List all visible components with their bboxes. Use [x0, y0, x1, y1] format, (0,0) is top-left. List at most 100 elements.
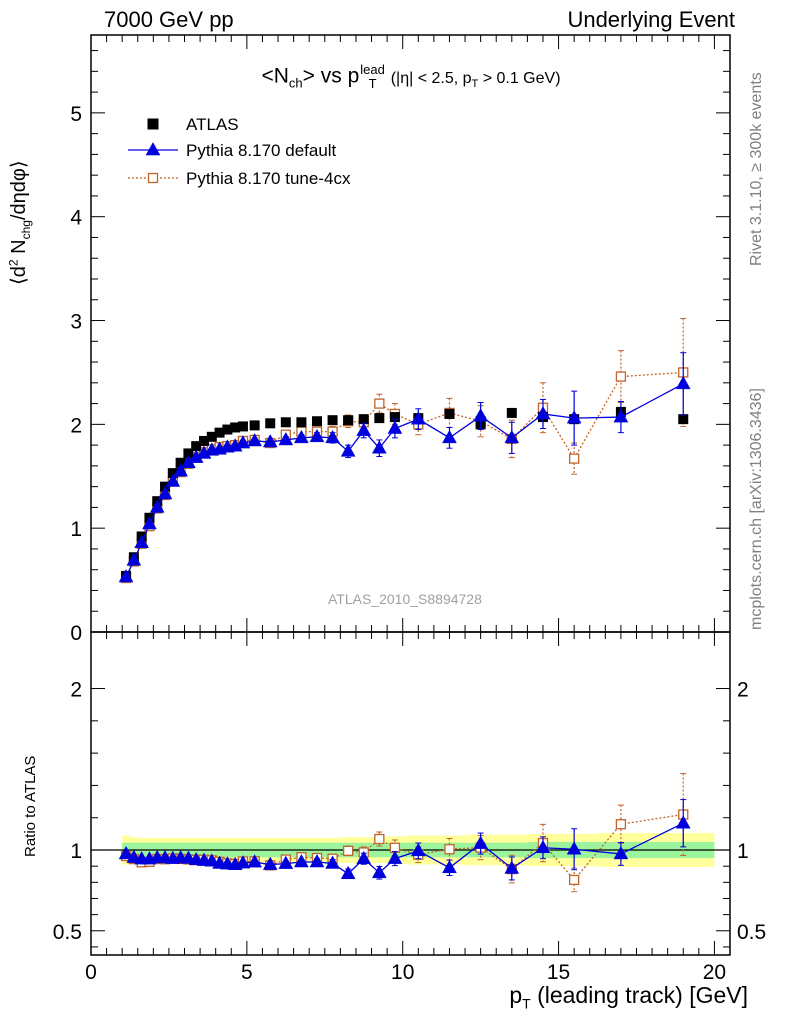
default-point: [356, 850, 372, 865]
atlas-point: [327, 415, 338, 426]
atlas-point: [214, 427, 225, 438]
default-point: [535, 839, 551, 854]
atlas-point: [280, 417, 291, 428]
atlas-point: [183, 448, 194, 459]
default-point: [134, 534, 150, 548]
atlas-point: [389, 412, 400, 423]
legend-marker-tune4cx: [147, 172, 159, 184]
default-point: [325, 855, 340, 869]
main-y-tick-label: 4: [70, 207, 82, 230]
tune4cx-line: [125, 371, 684, 579]
default-point: [309, 428, 325, 443]
default-point: [126, 552, 142, 566]
main-y-tick-label: 2: [70, 414, 82, 437]
default-point: [340, 443, 356, 457]
ratio-y-axis-label: Ratio to ATLAS: [22, 755, 39, 857]
legend-label: Pythia 8.170 default: [186, 141, 337, 160]
main-y-tick-label: 0: [70, 622, 82, 645]
title-sup-lead: lead: [360, 62, 385, 77]
ylabel-sup: 2: [6, 259, 21, 267]
default-point: [442, 429, 457, 444]
default-point: [278, 431, 294, 446]
xlabel-a: p: [509, 982, 523, 1008]
title-cut-sub: T: [471, 77, 479, 90]
default-point: [613, 845, 629, 860]
atlas-point: [358, 414, 369, 425]
default-point: [173, 463, 189, 477]
data-series: [118, 317, 691, 893]
default-point: [473, 408, 489, 422]
legend: ATLAS Pythia 8.170 default Pythia 8.170 tu…: [128, 115, 351, 188]
atlas-point: [311, 416, 322, 427]
default-point: [157, 485, 173, 500]
ratio-y-tick-label-right: 2: [737, 679, 749, 702]
atlas-point: [230, 422, 241, 433]
default-point: [356, 422, 372, 436]
main-y-tick-label: 5: [70, 103, 82, 126]
default-point: [235, 435, 251, 449]
ylabel-sub: chg: [19, 220, 33, 240]
ratio-y-tick-label: 0.5: [53, 921, 82, 944]
title-mid: > vs p: [302, 64, 360, 88]
ylabel-b: N: [8, 239, 30, 260]
atlas-point: [678, 414, 689, 425]
default-point: [165, 473, 181, 487]
default-point: [504, 860, 520, 874]
title-pre: <N: [261, 64, 289, 88]
atlas-point: [265, 418, 276, 429]
tune4cx-point: [568, 874, 580, 886]
atlas-point: [198, 435, 209, 446]
x-tick-label: 5: [241, 961, 253, 984]
atlas-point: [506, 407, 517, 418]
title-sub-ch: ch: [288, 75, 303, 91]
default-point: [309, 854, 325, 868]
default-point: [371, 440, 387, 454]
default-point: [118, 845, 134, 860]
default-point: [566, 410, 582, 424]
atlas-point: [296, 417, 307, 428]
mcplots-info: mcplots.cern.ch [arXiv:1306.3436]: [748, 388, 765, 630]
x-axis-label: pT (leading track) [GeV]: [509, 982, 748, 1012]
default-point: [204, 853, 220, 867]
title-cut-a: (|η| < 2.5, p: [390, 69, 472, 87]
main-y-tick-label: 1: [70, 518, 82, 541]
default-point: [149, 499, 165, 513]
legend-label: ATLAS: [186, 115, 239, 134]
tune4cx-point: [568, 453, 580, 464]
default-point: [566, 841, 582, 855]
ratio-y-tick-label: 2: [70, 679, 82, 702]
watermark: ATLAS_2010_S8894728: [328, 591, 482, 607]
default-point: [371, 864, 387, 879]
default-point: [675, 375, 691, 390]
atlas-point: [444, 408, 455, 419]
atlas-point: [237, 421, 248, 432]
rivet-info: Rivet 3.1.10, ≥ 300k events: [748, 72, 765, 266]
x-tick-label: 20: [703, 961, 726, 984]
title-cut-b: > 0.1 GeV): [478, 69, 561, 87]
xlabel-sub: T: [522, 995, 531, 1012]
ratio-plot-frame: [90, 631, 731, 956]
default-point: [118, 569, 134, 583]
ratio-y-tick-label-right: 1: [737, 840, 749, 863]
default-main: [118, 352, 691, 583]
atlas-point: [175, 457, 186, 468]
ratio-y-tick-label-right: 0.5: [737, 921, 766, 944]
default-point: [294, 429, 309, 444]
default-point: [325, 429, 340, 444]
plot-title: <Nch> vs p lead T (|η| < 2.5, pT > 0.1 GeV…: [0, 63, 786, 91]
x-tick-label: 10: [391, 961, 414, 984]
default-point: [262, 856, 278, 870]
default-point: [442, 859, 457, 874]
default-point: [613, 409, 629, 423]
atlas-point: [191, 441, 202, 452]
title-sub-t: T: [368, 76, 377, 91]
legend-marker-atlas: [147, 118, 159, 130]
default-point: [504, 429, 520, 444]
atlas-point: [167, 468, 178, 479]
default-point: [535, 406, 551, 420]
default-point: [410, 411, 426, 425]
axis-ticks: 0 5 10 15 20 0 1 2 3 4 5 0.5 0.5 1 1 2 2: [53, 35, 766, 984]
legend-marker-default: [145, 142, 161, 156]
atlas-point: [249, 420, 260, 431]
